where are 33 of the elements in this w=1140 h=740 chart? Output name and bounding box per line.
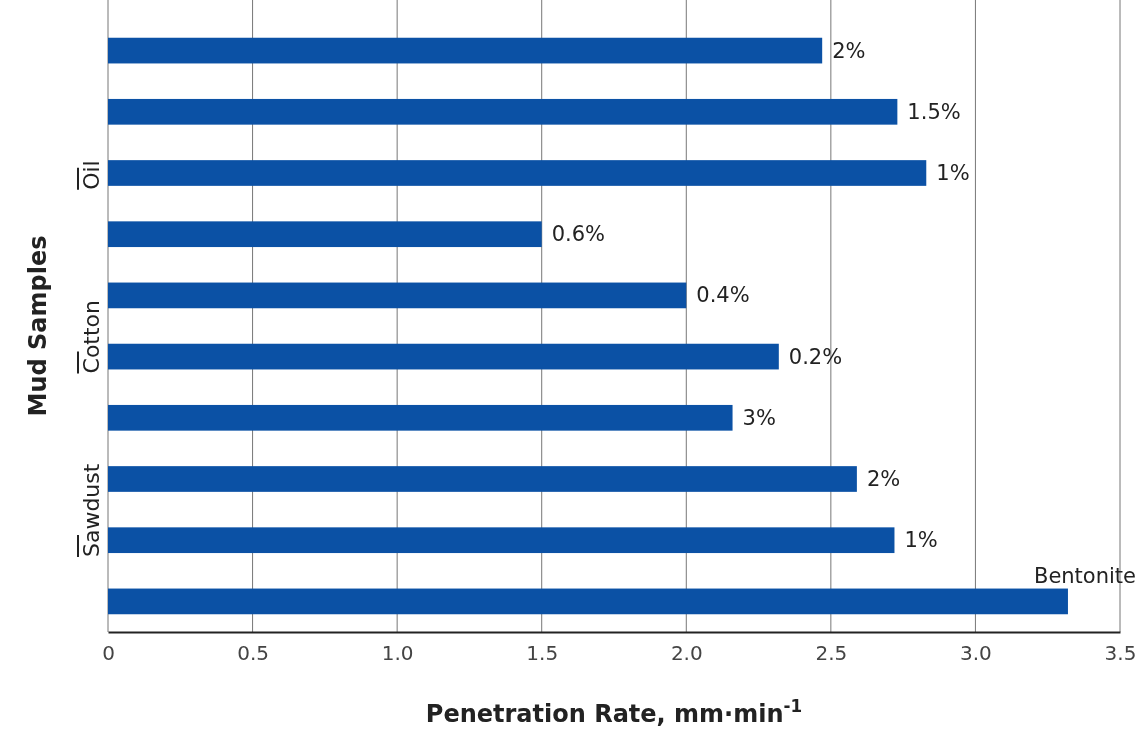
bar [108,527,895,554]
y-tick-label: 0.2% [788,344,843,369]
bar [108,343,779,370]
x-tick-label: 0.5 [237,641,269,666]
x-tick-label: 1.5 [526,641,559,666]
bar [108,221,542,248]
x-tick-label: 0 [102,641,115,666]
text: Oil [79,160,104,190]
x-tick-label: 1.0 [381,641,414,666]
y-tick-label: 3% [742,405,776,430]
bar [108,282,687,309]
x-tick-label: 3.5 [1104,641,1137,666]
bar [108,404,733,431]
y-tick-label: 1% [904,528,938,553]
bar [108,466,857,492]
x-tick-label: 2.5 [815,641,848,666]
text: Sawdust [79,463,104,558]
y-tick-label: 0.6% [551,222,606,247]
bar [108,37,823,64]
bar [108,160,927,186]
x-axis-title: Penetration Rate, mm·min$^{-1}$ [425,696,803,728]
x-tick-label: 3.0 [960,641,992,666]
y-tick-label: 2% [832,38,866,63]
y-tick-label: 1% [936,161,970,185]
bar [108,588,1068,615]
y-tick-label: 0.4% [696,283,750,308]
text: Cotton [79,299,104,374]
bar [108,98,898,125]
x-tick-label: 2.0 [670,641,703,666]
y-tick-label: 1.5% [907,99,961,124]
y-tick-label: 2% [866,467,901,491]
y-tick-label: Bentonite [1033,563,1136,588]
y-axis-title: Mud Samples [24,235,52,417]
